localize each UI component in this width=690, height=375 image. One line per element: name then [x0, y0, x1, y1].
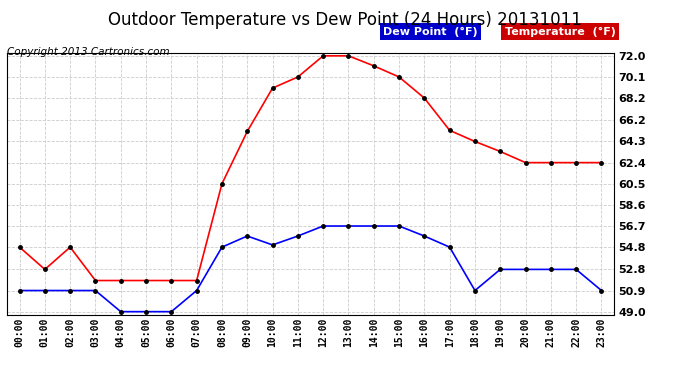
Text: Temperature  (°F): Temperature (°F): [505, 27, 615, 36]
Text: Dew Point  (°F): Dew Point (°F): [384, 27, 478, 36]
Text: Copyright 2013 Cartronics.com: Copyright 2013 Cartronics.com: [7, 47, 170, 57]
Text: Outdoor Temperature vs Dew Point (24 Hours) 20131011: Outdoor Temperature vs Dew Point (24 Hou…: [108, 11, 582, 29]
